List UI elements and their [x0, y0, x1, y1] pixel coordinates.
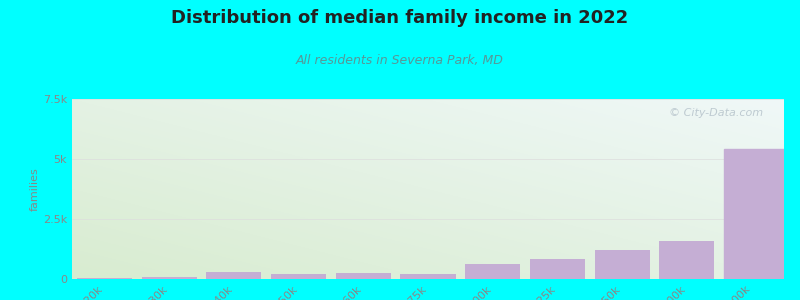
Bar: [466, 264, 520, 279]
Bar: [77, 278, 132, 279]
Bar: [142, 277, 197, 279]
Bar: [724, 149, 784, 279]
Text: Distribution of median family income in 2022: Distribution of median family income in …: [171, 9, 629, 27]
Bar: [271, 274, 326, 279]
Text: All residents in Severna Park, MD: All residents in Severna Park, MD: [296, 54, 504, 67]
Bar: [594, 250, 650, 279]
Bar: [401, 274, 455, 279]
Bar: [530, 259, 585, 279]
Bar: [336, 273, 390, 279]
Text: © City-Data.com: © City-Data.com: [669, 108, 762, 118]
Bar: [659, 241, 714, 279]
Y-axis label: families: families: [30, 167, 40, 211]
Bar: [206, 272, 262, 279]
